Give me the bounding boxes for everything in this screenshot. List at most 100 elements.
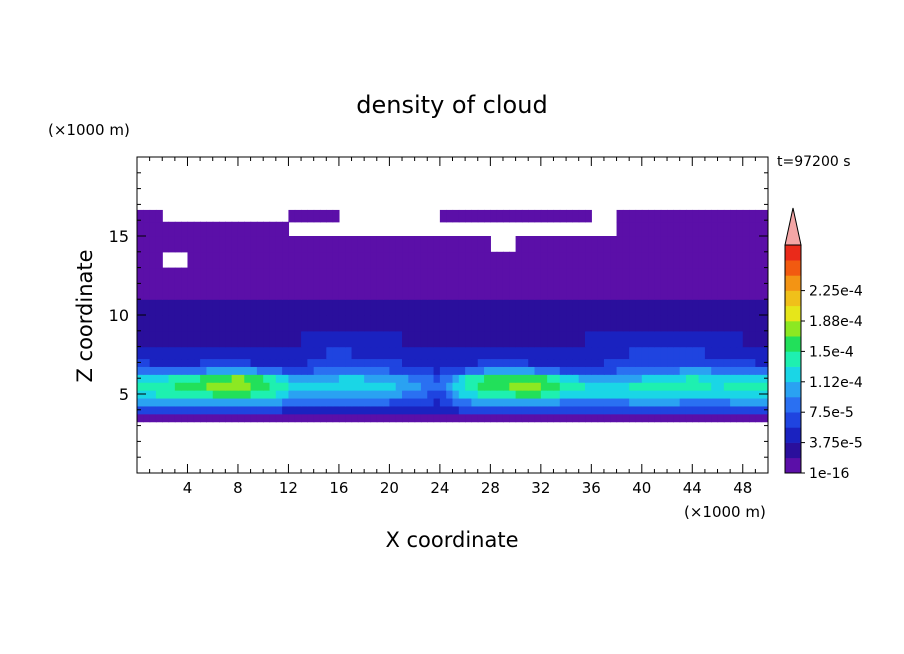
heatmap-cell — [244, 236, 252, 253]
heatmap-cell — [452, 267, 460, 284]
heatmap-cell — [137, 221, 144, 237]
heatmap-cell — [237, 267, 245, 284]
heatmap-cell — [263, 346, 271, 360]
heatmap-cell — [597, 358, 605, 367]
heatmap-cell — [717, 283, 725, 300]
heatmap-cell — [648, 209, 656, 223]
heatmap-cell — [465, 405, 473, 415]
heatmap-cell — [717, 251, 725, 269]
heatmap-cell — [433, 251, 441, 269]
heatmap-cell — [761, 299, 768, 316]
heatmap-cell — [408, 390, 416, 399]
heatmap-cell — [256, 397, 264, 407]
heatmap-cell — [427, 299, 435, 316]
heatmap-cell — [370, 397, 378, 407]
heatmap-cell — [679, 413, 687, 423]
heatmap-cell — [591, 299, 599, 316]
heatmap-cell — [225, 315, 233, 332]
heatmap-cell — [301, 251, 308, 269]
heatmap-cell — [332, 299, 340, 316]
heatmap-cell — [717, 221, 725, 237]
heatmap-cell — [193, 267, 201, 284]
heatmap-cell — [439, 346, 447, 360]
heatmap-cell — [547, 330, 555, 348]
heatmap-cell — [357, 315, 365, 332]
heatmap-cell — [660, 209, 668, 223]
heatmap-cell — [534, 374, 542, 383]
heatmap-cell — [635, 299, 643, 316]
heatmap-cell — [723, 299, 731, 316]
heatmap-cell — [206, 382, 214, 391]
heatmap-cell — [193, 397, 201, 407]
heatmap-cell — [263, 382, 271, 391]
heatmap-cell — [566, 236, 573, 253]
heatmap-cell — [162, 405, 170, 415]
heatmap-cell — [338, 374, 346, 383]
heatmap-cell — [433, 405, 441, 415]
heatmap-cell — [376, 299, 384, 316]
heatmap-cell — [578, 390, 586, 399]
heatmap-cell — [502, 397, 510, 407]
time-label: t=97200 s — [777, 154, 851, 170]
heatmap-cell — [231, 382, 239, 391]
heatmap-cell — [357, 330, 365, 348]
heatmap-cell — [572, 374, 580, 383]
heatmap-cell — [667, 358, 674, 367]
heatmap-cell — [654, 382, 662, 391]
heatmap-cell — [749, 413, 756, 423]
heatmap-cell — [667, 413, 674, 423]
heatmap-cell — [420, 267, 428, 284]
heatmap-cell — [231, 366, 239, 375]
heatmap-cell — [383, 299, 390, 316]
heatmap-cell — [648, 330, 656, 348]
heatmap-cell — [162, 382, 170, 391]
heatmap-cell — [244, 283, 252, 300]
heatmap-cell — [502, 390, 510, 399]
heatmap-cell — [465, 283, 473, 300]
heatmap-cell — [427, 397, 435, 407]
heatmap-cell — [761, 346, 768, 360]
heatmap-cell — [698, 366, 706, 375]
heatmap-cell — [307, 299, 315, 316]
heatmap-cell — [269, 390, 277, 399]
heatmap-cell — [402, 315, 409, 332]
heatmap-cell — [534, 382, 542, 391]
heatmap-cell — [174, 397, 182, 407]
heatmap-cell — [237, 358, 245, 367]
heatmap-cell — [471, 374, 479, 383]
heatmap-cell — [566, 251, 573, 269]
chart-title: density of cloud — [356, 91, 547, 119]
heatmap-cell — [193, 346, 201, 360]
heatmap-cell — [578, 397, 586, 407]
heatmap-cell — [420, 374, 428, 383]
heatmap-cell — [351, 251, 359, 269]
heatmap-cell — [212, 366, 220, 375]
heatmap-cell — [528, 413, 536, 423]
heatmap-cell — [319, 366, 327, 375]
heatmap-cell — [332, 236, 340, 253]
heatmap-cell — [301, 346, 308, 360]
heatmap-cell — [742, 209, 750, 223]
heatmap-cell — [616, 346, 624, 360]
heatmap-cell — [364, 358, 372, 367]
heatmap-cell — [685, 267, 693, 284]
heatmap-cell — [420, 283, 428, 300]
heatmap-cell — [685, 382, 693, 391]
heatmap-cell — [345, 397, 353, 407]
heatmap-cell — [528, 390, 536, 399]
heatmap-cell — [566, 390, 573, 399]
heatmap-cell — [528, 267, 536, 284]
heatmap-cell — [275, 358, 283, 367]
heatmap-cell — [736, 315, 744, 332]
heatmap-cell — [370, 236, 378, 253]
heatmap-cell — [484, 382, 491, 391]
heatmap-cell — [370, 267, 378, 284]
heatmap-cell — [212, 413, 220, 423]
heatmap-cell — [534, 390, 542, 399]
heatmap-cell — [168, 315, 176, 332]
heatmap-cell — [376, 236, 384, 253]
heatmap-cell — [679, 366, 687, 375]
heatmap-cell — [597, 299, 605, 316]
heatmap-cell — [219, 315, 226, 332]
heatmap-cell — [402, 236, 409, 253]
